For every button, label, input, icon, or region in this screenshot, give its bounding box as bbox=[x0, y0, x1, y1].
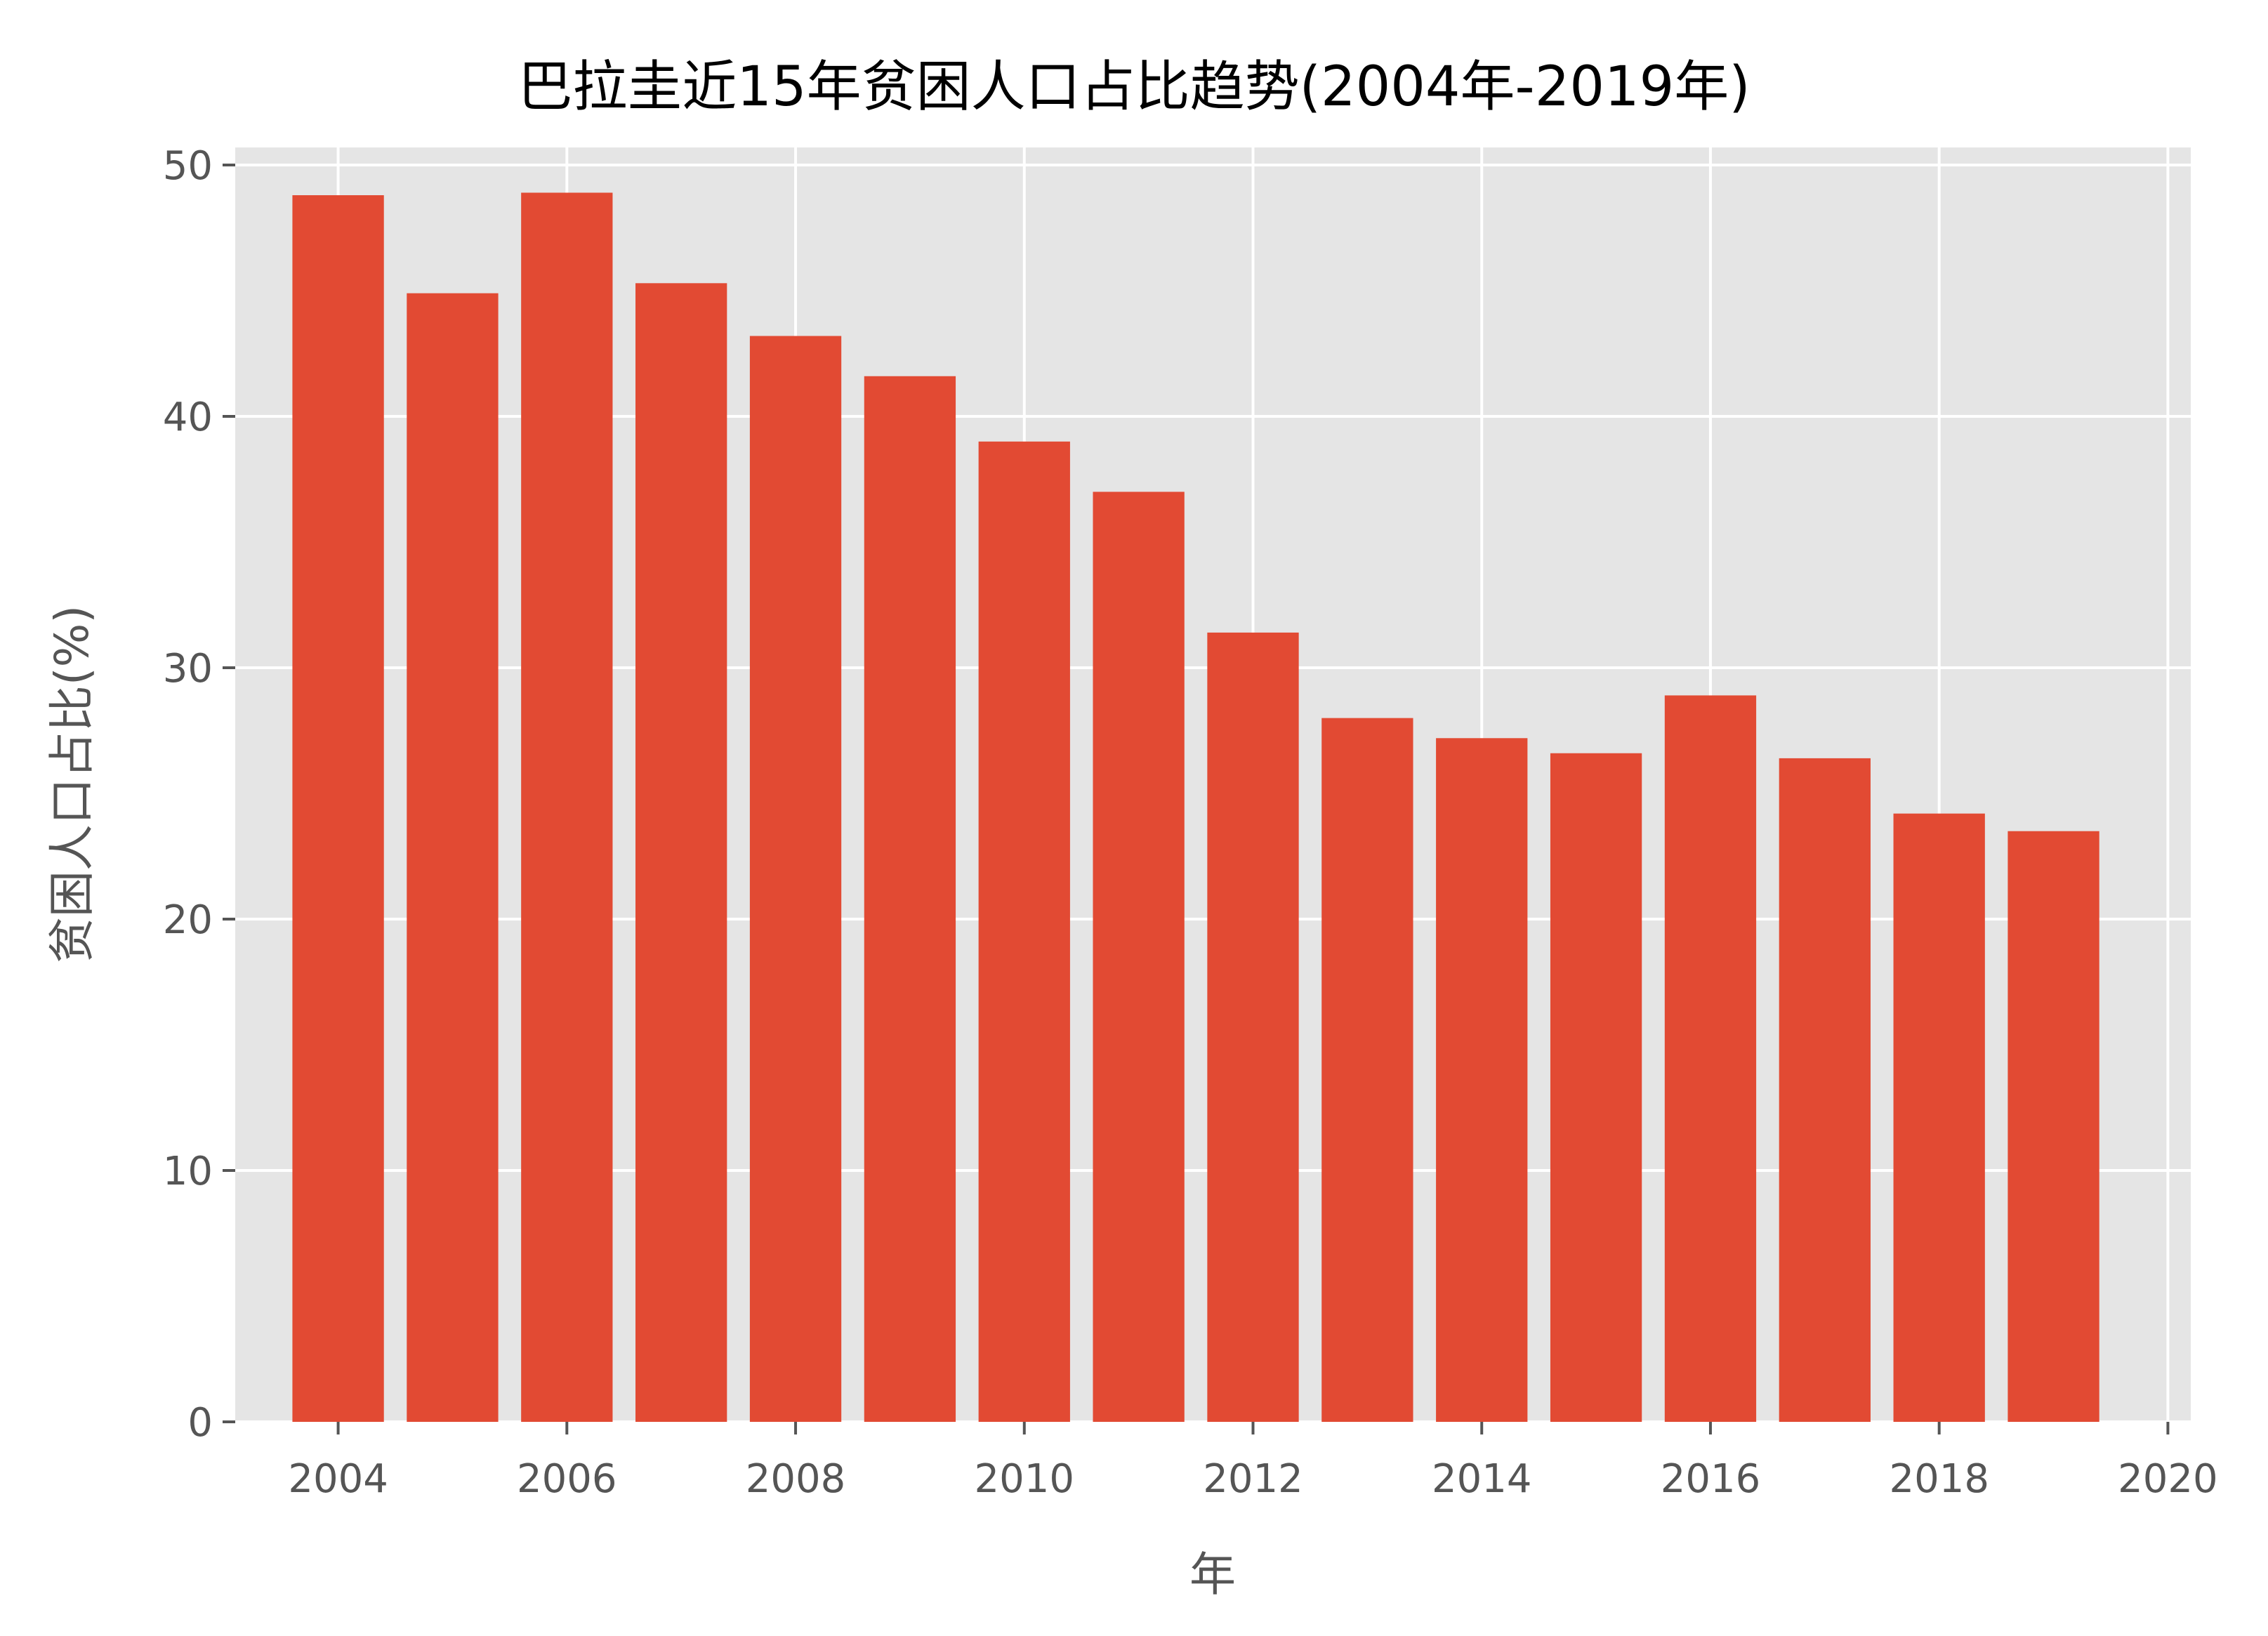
x-tick-label: 2004 bbox=[288, 1456, 388, 1502]
x-tick-label: 2018 bbox=[1889, 1456, 1989, 1502]
bar bbox=[1093, 492, 1185, 1422]
x-tick-label: 2008 bbox=[746, 1456, 846, 1502]
bar bbox=[978, 441, 1070, 1422]
bar bbox=[1436, 738, 1528, 1422]
bar bbox=[1207, 632, 1299, 1422]
bar bbox=[292, 195, 384, 1422]
bar bbox=[521, 192, 613, 1422]
x-tick-label: 2006 bbox=[517, 1456, 617, 1502]
bar bbox=[407, 293, 499, 1422]
bar bbox=[1664, 695, 1757, 1422]
x-tick-label: 2016 bbox=[1661, 1456, 1761, 1502]
bar bbox=[864, 376, 956, 1422]
x-tick-label: 2020 bbox=[2118, 1456, 2218, 1502]
bar bbox=[2007, 831, 2099, 1422]
x-axis-ticks: 2004 2006 2008 2010 2012 2014 2016 2018 2020 bbox=[288, 1422, 2218, 1502]
x-tick-label: 2012 bbox=[1203, 1456, 1303, 1502]
y-tick-label: 20 bbox=[163, 897, 213, 943]
bar bbox=[749, 336, 842, 1423]
y-tick-label: 0 bbox=[187, 1400, 213, 1446]
y-tick-label: 40 bbox=[163, 395, 213, 440]
y-tick-label: 50 bbox=[163, 143, 213, 189]
bar bbox=[1779, 758, 1871, 1422]
bar bbox=[635, 283, 727, 1422]
y-axis-label: 贫困人口占比(%) bbox=[45, 605, 99, 963]
bars bbox=[292, 192, 2099, 1423]
x-axis-label: 年 bbox=[1189, 1548, 1236, 1602]
bar bbox=[1550, 753, 1642, 1422]
y-tick-label: 10 bbox=[163, 1149, 213, 1194]
bar bbox=[1893, 813, 1985, 1422]
bar bbox=[1321, 718, 1413, 1422]
y-axis-ticks: 0 10 20 30 40 50 bbox=[163, 143, 235, 1446]
x-tick-label: 2010 bbox=[975, 1456, 1075, 1502]
y-tick-label: 30 bbox=[163, 646, 213, 692]
chart-title: 巴拉圭近15年贫困人口占比趋势(2004年-2019年) bbox=[517, 55, 1750, 119]
x-tick-label: 2014 bbox=[1432, 1456, 1532, 1502]
